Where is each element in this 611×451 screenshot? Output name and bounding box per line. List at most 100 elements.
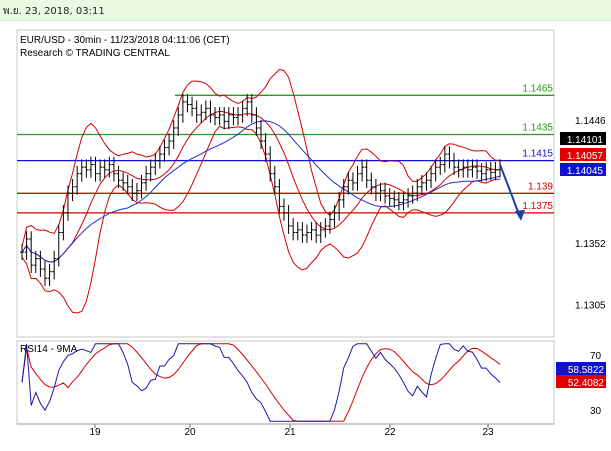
- candle: [456, 159, 461, 178]
- candle: [79, 159, 84, 182]
- candle: [387, 188, 392, 207]
- candle: [360, 159, 365, 182]
- candle: [286, 205, 291, 234]
- main-panel-frame: [16, 29, 555, 338]
- rsi-ma-line: [21, 343, 501, 422]
- candle: [194, 100, 199, 123]
- axes-layer: 1.1446 1.1352 1.1305 1.14101 1.14057 1.14045 1…: [17, 116, 606, 438]
- bb-upper-line: [21, 68, 500, 248]
- candle: [171, 120, 176, 149]
- bollinger-bands: [21, 68, 501, 314]
- y-tick-label: 1.1446: [575, 116, 606, 127]
- candle: [263, 133, 268, 162]
- candle: [176, 107, 181, 136]
- candle: [111, 156, 116, 182]
- price-tag-box: [560, 163, 606, 176]
- candle: [222, 107, 227, 130]
- candle: [268, 146, 273, 182]
- rsi-value-label: 52.4082: [568, 378, 605, 389]
- chart-subtitle: Research © TRADING CENTRAL: [20, 48, 170, 59]
- candle: [341, 178, 346, 208]
- candle: [479, 163, 484, 182]
- candle: [42, 261, 47, 287]
- candle: [102, 159, 107, 178]
- candle: [327, 211, 332, 234]
- candle: [314, 222, 319, 243]
- candle: [484, 161, 489, 182]
- candle: [415, 178, 420, 202]
- candle: [323, 218, 328, 238]
- level-label-1.1375: 1.1375: [522, 201, 553, 212]
- rsi-value-box: [556, 362, 606, 375]
- candle: [401, 191, 406, 211]
- x-tick-label: 20: [184, 427, 196, 438]
- x-tick-label: 19: [89, 427, 101, 438]
- candle: [488, 161, 493, 181]
- candle: [98, 159, 103, 182]
- candle: [240, 100, 245, 123]
- candle: [116, 165, 121, 189]
- candle: [392, 190, 397, 208]
- candle: [226, 107, 231, 130]
- candle: [245, 94, 250, 117]
- candle: [277, 178, 282, 215]
- date-label: พ.ย. 23, 2018, 03:11: [3, 6, 105, 17]
- level-lines: 1.1465 1.1435 1.1415 1.139 1.1375: [17, 83, 554, 214]
- rsi-line: [21, 343, 501, 422]
- candle: [148, 159, 153, 182]
- level-label-1.1465: 1.1465: [522, 83, 553, 94]
- candle: [249, 94, 254, 123]
- candle: [52, 250, 57, 280]
- overlay-layer: [499, 164, 525, 221]
- candle: [369, 172, 374, 195]
- price-tag-label: 1.14057: [567, 151, 604, 162]
- candle: [295, 222, 300, 241]
- level-label-1.1435: 1.1435: [522, 123, 553, 134]
- candle: [281, 198, 286, 221]
- candle: [337, 191, 342, 221]
- candle: [442, 146, 447, 173]
- candle: [180, 94, 185, 123]
- candle: [56, 224, 61, 267]
- candle: [199, 104, 204, 123]
- price-candles: [20, 94, 502, 287]
- candle: [121, 172, 126, 191]
- candle: [134, 182, 139, 202]
- candle: [259, 120, 263, 149]
- candle: [424, 172, 429, 191]
- candle: [318, 222, 323, 243]
- candle: [190, 96, 195, 117]
- candle: [213, 107, 218, 126]
- rsi-y-tick: 70: [590, 351, 602, 362]
- candle: [461, 159, 466, 178]
- candle: [65, 185, 70, 221]
- candle: [47, 263, 52, 287]
- price-tag-label: 1.14045: [567, 166, 604, 177]
- candle: [350, 172, 355, 191]
- forecast-arrow-line: [499, 164, 521, 218]
- candle: [33, 250, 38, 273]
- x-tick-label: 22: [384, 427, 396, 438]
- candle: [75, 165, 80, 195]
- x-tick-label: 21: [284, 427, 296, 438]
- price-tag-box: [560, 132, 606, 145]
- candle: [20, 244, 24, 260]
- candle: [272, 165, 277, 195]
- rsi-y-tick: 30: [590, 406, 602, 417]
- candle: [125, 175, 130, 195]
- candle: [157, 146, 162, 169]
- candle: [433, 159, 438, 182]
- candle: [332, 205, 337, 228]
- candle: [130, 178, 135, 202]
- candle: [304, 224, 309, 243]
- candle: [493, 161, 498, 181]
- candle: [355, 165, 360, 191]
- rsi-title: RSI14 - 9MA: [20, 344, 78, 355]
- candle: [410, 185, 415, 204]
- candle: [452, 152, 457, 176]
- candle: [447, 146, 452, 169]
- y-tick-label: 1.1352: [575, 239, 606, 250]
- candle: [162, 139, 167, 162]
- bb-middle-line: [21, 110, 500, 263]
